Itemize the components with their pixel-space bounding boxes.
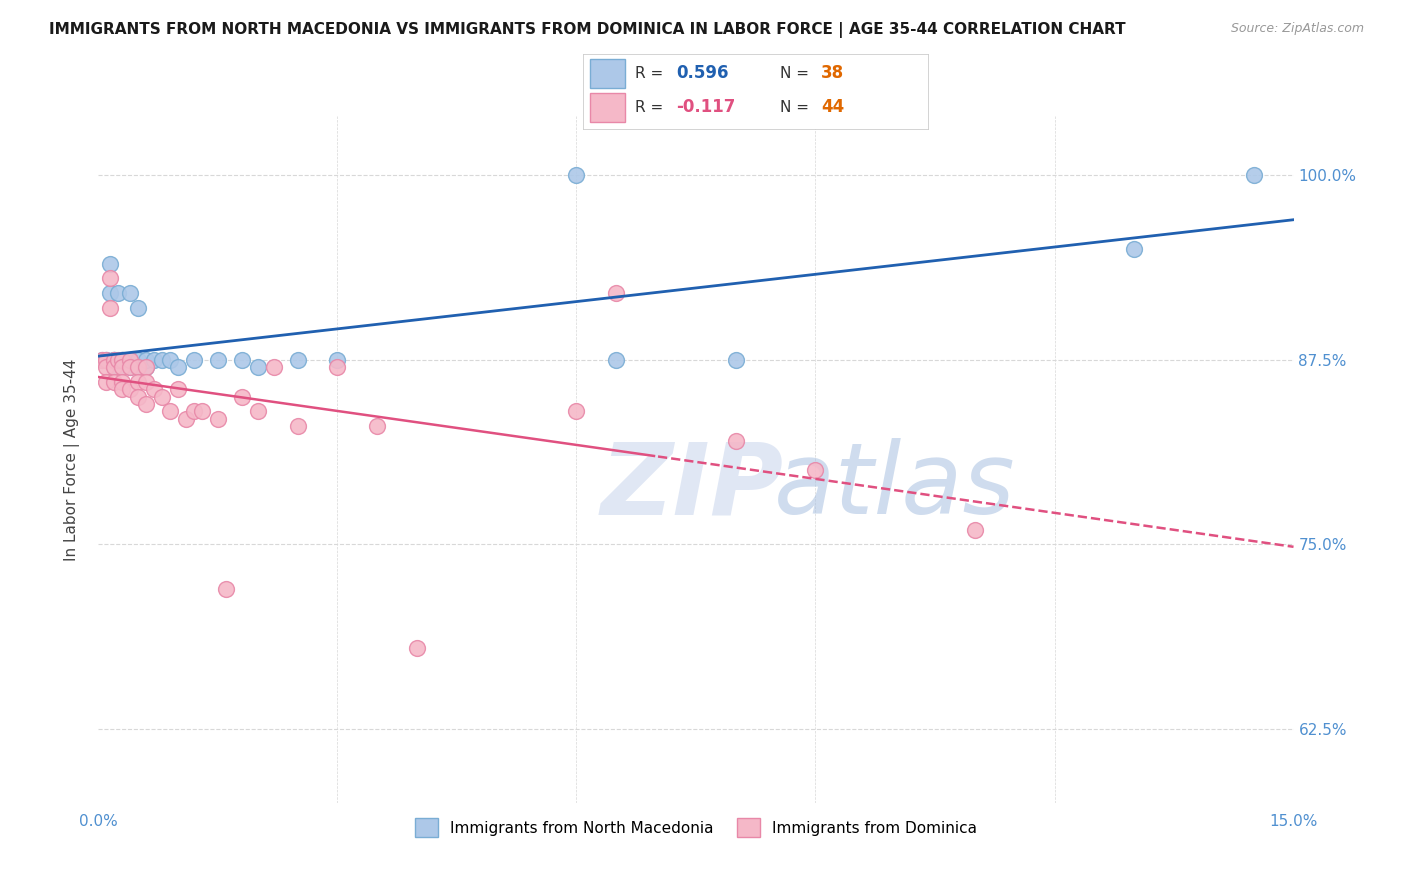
- Text: IMMIGRANTS FROM NORTH MACEDONIA VS IMMIGRANTS FROM DOMINICA IN LABOR FORCE | AGE: IMMIGRANTS FROM NORTH MACEDONIA VS IMMIG…: [49, 22, 1126, 38]
- Point: [1243, 168, 1265, 182]
- Point: [135, 375, 157, 389]
- Point: [167, 382, 190, 396]
- Point: [183, 352, 205, 367]
- Point: [804, 463, 827, 477]
- Point: [246, 404, 269, 418]
- Point: [103, 352, 125, 367]
- Point: [963, 523, 986, 537]
- Point: [724, 352, 747, 367]
- Point: [127, 352, 149, 367]
- Point: [150, 390, 173, 404]
- Point: [103, 352, 125, 367]
- Text: N =: N =: [780, 66, 814, 81]
- Point: [159, 404, 181, 418]
- Point: [326, 360, 349, 375]
- Text: R =: R =: [636, 66, 668, 81]
- Point: [127, 301, 149, 315]
- Point: [120, 352, 142, 367]
- Point: [366, 419, 388, 434]
- Point: [103, 375, 125, 389]
- Point: [120, 382, 142, 396]
- Point: [111, 382, 134, 396]
- Point: [111, 360, 134, 375]
- Point: [207, 352, 229, 367]
- Point: [406, 640, 429, 655]
- Point: [159, 352, 181, 367]
- Point: [111, 375, 134, 389]
- Point: [326, 352, 349, 367]
- Text: R =: R =: [636, 100, 668, 115]
- Point: [103, 352, 125, 367]
- Point: [605, 352, 627, 367]
- Point: [98, 257, 122, 271]
- Point: [287, 352, 309, 367]
- Point: [120, 286, 142, 301]
- Point: [103, 360, 125, 375]
- Legend: Immigrants from North Macedonia, Immigrants from Dominica: Immigrants from North Macedonia, Immigra…: [409, 813, 983, 843]
- Point: [263, 360, 285, 375]
- Text: 44: 44: [821, 98, 845, 116]
- Bar: [591, 93, 624, 122]
- Point: [96, 360, 118, 375]
- Text: -0.117: -0.117: [676, 98, 735, 116]
- Point: [111, 360, 134, 375]
- Bar: [591, 59, 624, 87]
- Point: [167, 360, 190, 375]
- Point: [565, 404, 588, 418]
- Point: [103, 360, 125, 375]
- Point: [127, 360, 149, 375]
- Point: [98, 286, 122, 301]
- Point: [135, 352, 157, 367]
- Point: [207, 411, 229, 425]
- Point: [96, 352, 118, 367]
- Point: [135, 360, 157, 375]
- Point: [111, 352, 134, 367]
- Point: [143, 352, 166, 367]
- Point: [215, 582, 238, 596]
- Point: [174, 411, 197, 425]
- Point: [103, 352, 125, 367]
- Point: [96, 375, 118, 389]
- Text: atlas: atlas: [773, 438, 1015, 535]
- Point: [98, 301, 122, 315]
- Point: [724, 434, 747, 448]
- Point: [120, 360, 142, 375]
- Point: [135, 397, 157, 411]
- Text: 38: 38: [821, 64, 844, 82]
- Point: [91, 352, 114, 367]
- Point: [120, 352, 142, 367]
- Point: [150, 352, 173, 367]
- Point: [96, 352, 118, 367]
- Point: [107, 286, 129, 301]
- Text: Source: ZipAtlas.com: Source: ZipAtlas.com: [1230, 22, 1364, 36]
- Point: [120, 352, 142, 367]
- Point: [107, 352, 129, 367]
- Point: [231, 390, 253, 404]
- Point: [231, 352, 253, 367]
- Text: ZIP: ZIP: [600, 438, 783, 535]
- Point: [120, 360, 142, 375]
- Point: [111, 352, 134, 367]
- Point: [127, 375, 149, 389]
- Point: [127, 360, 149, 375]
- Point: [1123, 242, 1146, 256]
- Text: 0.596: 0.596: [676, 64, 728, 82]
- Point: [91, 352, 114, 367]
- Point: [111, 352, 134, 367]
- Point: [183, 404, 205, 418]
- Point: [135, 360, 157, 375]
- Point: [127, 390, 149, 404]
- Point: [96, 352, 118, 367]
- Text: N =: N =: [780, 100, 814, 115]
- Point: [246, 360, 269, 375]
- Point: [98, 271, 122, 285]
- Point: [565, 168, 588, 182]
- Point: [287, 419, 309, 434]
- Point: [605, 286, 627, 301]
- Point: [111, 352, 134, 367]
- Point: [143, 382, 166, 396]
- Y-axis label: In Labor Force | Age 35-44: In Labor Force | Age 35-44: [63, 359, 80, 560]
- Point: [191, 404, 214, 418]
